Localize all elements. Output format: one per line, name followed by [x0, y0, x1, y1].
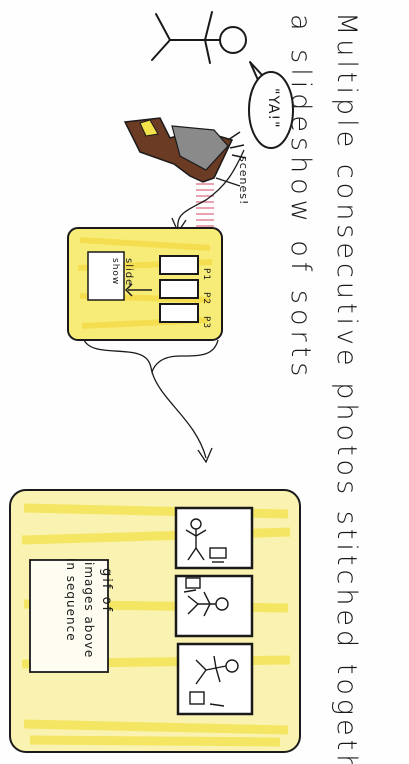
speech-bubble: [248, 61, 294, 149]
speech-text: "YA!": [265, 88, 281, 129]
panel-label-p3: P3: [201, 316, 211, 330]
gif-box: [29, 559, 109, 673]
stick-figure-arm: [204, 39, 211, 64]
gif-label-line-3: in sequence: [64, 558, 78, 642]
stick-figure-leg: [151, 39, 171, 61]
stick-figure-arm: [204, 11, 213, 41]
photo-frame-2: [174, 574, 254, 638]
brace-arrow: [83, 339, 219, 464]
slideshow-box: [87, 251, 125, 301]
title-line-2: a slideshow of sorts: [285, 14, 316, 382]
phone-small: [67, 227, 223, 341]
panel-label-p1: P1: [201, 268, 211, 282]
stick-figure-head: [219, 26, 247, 54]
stick-figure-leg: [155, 13, 171, 41]
phone-large: [9, 489, 301, 753]
panel-label-p2: P2: [201, 292, 211, 306]
scenes-label: scenes!: [237, 156, 250, 206]
gif-label-line-2: images above: [82, 562, 96, 659]
photo-frame-1: [174, 506, 254, 570]
crash-vehicle: [123, 117, 247, 245]
panel-p1: [159, 255, 199, 275]
panel-p2: [159, 279, 199, 299]
slideshow-label-line-1: slide: [123, 258, 134, 287]
title-line-1: Multiple consecutive photos stitched tog…: [331, 12, 362, 764]
photo-frame-3: [176, 642, 254, 716]
panel-p3: [159, 303, 199, 323]
slideshow-label-line-2: show: [110, 258, 120, 286]
stick-figure: [151, 11, 247, 64]
gif-label-line-1: gif of: [99, 568, 114, 614]
